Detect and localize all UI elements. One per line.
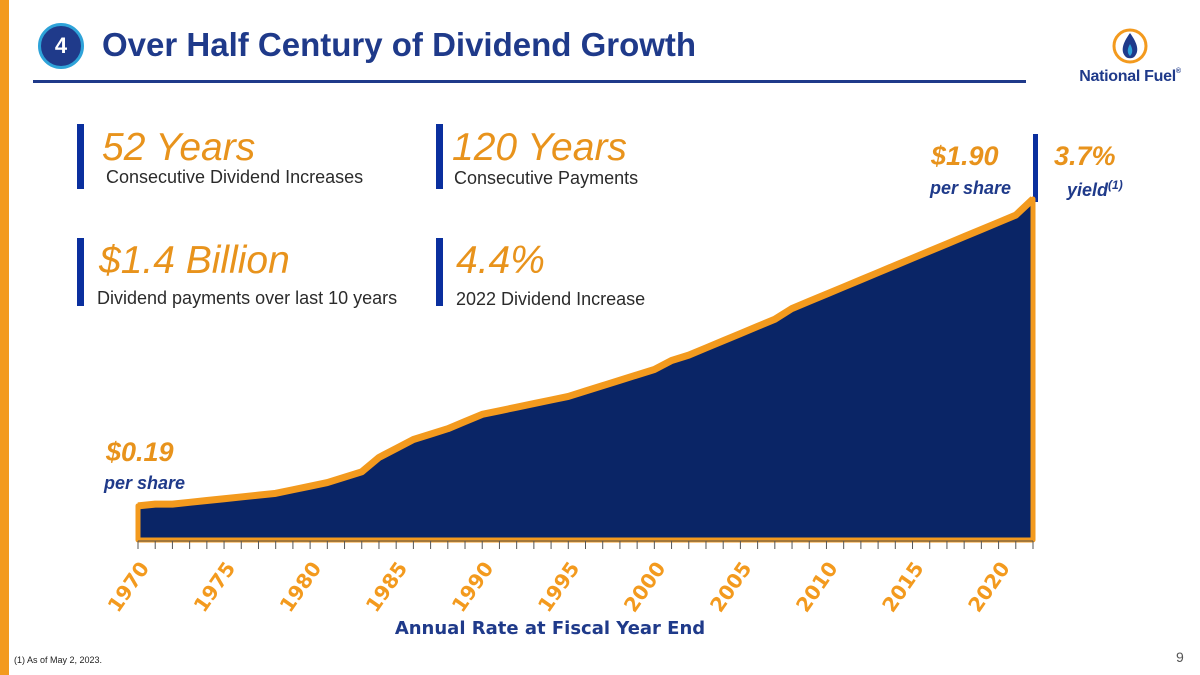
- data-point-2002: [687, 354, 690, 357]
- x-tick-label-1975: 1975: [189, 557, 241, 616]
- data-point-1970: [137, 504, 139, 507]
- data-point-2017: [945, 242, 948, 245]
- x-tick-label-2000: 2000: [619, 557, 671, 616]
- x-tick-label-1990: 1990: [447, 557, 499, 616]
- end-dividend-unit: per share: [930, 178, 1012, 198]
- x-tick-label-2010: 2010: [791, 557, 843, 616]
- dividend-area: [135, 196, 1036, 543]
- data-point-1972: [171, 503, 174, 506]
- logo-name: National Fuel: [1079, 68, 1176, 85]
- data-point-2011: [842, 285, 845, 288]
- data-point-1985: [395, 447, 398, 450]
- x-axis-label: Annual Rate at Fiscal Year End: [394, 618, 706, 639]
- data-point-2014: [894, 264, 897, 267]
- data-point-1973: [188, 501, 191, 504]
- x-tick-label-1985: 1985: [361, 557, 413, 616]
- data-point-1975: [223, 497, 226, 500]
- x-tick-label-1995: 1995: [533, 557, 585, 616]
- data-point-1994: [550, 399, 553, 401]
- data-point-1997: [601, 384, 604, 387]
- stat-label-dividend-payments: Dividend payments over last 10 years: [97, 288, 398, 308]
- stat-value-years-increases: 52 Years: [102, 126, 256, 169]
- data-point-2004: [722, 339, 725, 342]
- data-point-1998: [618, 379, 621, 382]
- data-point-1983: [360, 470, 363, 473]
- yield-footnote-ref: (1): [1108, 178, 1123, 192]
- x-tick-label-1970: 1970: [103, 557, 155, 616]
- data-point-2022: [1032, 197, 1034, 200]
- section-badge: 4: [38, 23, 84, 69]
- flame-icon: [1112, 28, 1148, 64]
- stat-bar-years-increases: [77, 124, 84, 189]
- stat-label-dividend-increase: 2022 Dividend Increase: [456, 289, 646, 309]
- data-point-1988: [446, 427, 449, 430]
- data-point-1989: [464, 420, 467, 423]
- data-point-2013: [877, 271, 880, 274]
- yield-label-text: yield: [1067, 180, 1109, 200]
- stat-bar-dividend-payments: [77, 238, 84, 306]
- page-number: 9: [1176, 649, 1184, 665]
- footnote: (1) As of May 2, 2023.: [14, 655, 103, 665]
- end-dividend-value: $1.90: [931, 141, 999, 171]
- title-rule: [33, 80, 1026, 83]
- x-tick-label-2005: 2005: [705, 557, 757, 616]
- company-logo: National Fuel®: [1070, 26, 1190, 96]
- data-point-1976: [240, 495, 243, 498]
- data-point-1974: [205, 499, 208, 502]
- start-dividend-value: $0.19: [106, 437, 174, 467]
- data-point-2009: [808, 300, 811, 303]
- data-point-1978: [274, 492, 277, 495]
- data-point-2015: [911, 257, 914, 260]
- data-point-1999: [636, 373, 639, 376]
- data-point-1987: [429, 433, 432, 436]
- page-title: Over Half Century of Dividend Growth: [102, 26, 697, 63]
- stat-value-years-payments: 120 Years: [452, 126, 627, 169]
- data-point-2020: [997, 221, 1000, 224]
- data-point-2010: [825, 293, 828, 296]
- stat-bar-years-payments: [436, 124, 443, 189]
- data-point-2006: [756, 325, 759, 328]
- data-point-1996: [584, 390, 587, 393]
- stat-value-dividend-payments: $1.4 Billion: [99, 239, 290, 282]
- data-point-2018: [963, 235, 966, 238]
- logo-text: National Fuel®: [1070, 68, 1190, 86]
- accent-bar: [0, 0, 9, 675]
- data-point-1993: [532, 402, 535, 405]
- data-point-2005: [739, 332, 742, 335]
- yield-divider: [1033, 134, 1038, 202]
- data-point-1984: [377, 456, 380, 459]
- x-tick-label-2020: 2020: [963, 557, 1015, 616]
- data-point-2016: [928, 250, 931, 253]
- yield-label: yield(1): [1067, 179, 1123, 199]
- stat-label-years-increases: Consecutive Dividend Increases: [106, 167, 364, 187]
- stat-label-years-payments: Consecutive Payments: [454, 168, 639, 188]
- data-point-1980: [309, 485, 312, 488]
- x-tick-label-2015: 2015: [877, 557, 929, 616]
- data-point-2012: [859, 278, 862, 281]
- data-point-1986: [412, 438, 415, 441]
- data-point-1990: [481, 413, 484, 416]
- data-point-1979: [291, 488, 294, 491]
- data-point-2000: [653, 368, 656, 371]
- data-point-1992: [515, 406, 518, 409]
- start-dividend-unit: per share: [104, 473, 186, 493]
- data-point-1977: [257, 494, 260, 497]
- stat-value-dividend-increase: 4.4%: [456, 239, 545, 282]
- data-point-1981: [326, 481, 329, 484]
- data-point-2003: [704, 346, 707, 349]
- yield-value: 3.7%: [1054, 141, 1116, 171]
- data-point-2007: [773, 318, 776, 321]
- data-point-1991: [498, 409, 501, 412]
- data-point-1995: [567, 395, 570, 398]
- data-point-2021: [1014, 214, 1017, 217]
- stat-bar-dividend-increase: [436, 238, 443, 306]
- data-point-2019: [980, 228, 983, 231]
- data-point-1971: [154, 503, 157, 506]
- data-point-2001: [670, 359, 673, 362]
- registered-mark: ®: [1175, 68, 1181, 75]
- data-point-1982: [343, 476, 346, 479]
- data-point-2008: [791, 307, 794, 310]
- x-tick-label-1980: 1980: [275, 557, 327, 616]
